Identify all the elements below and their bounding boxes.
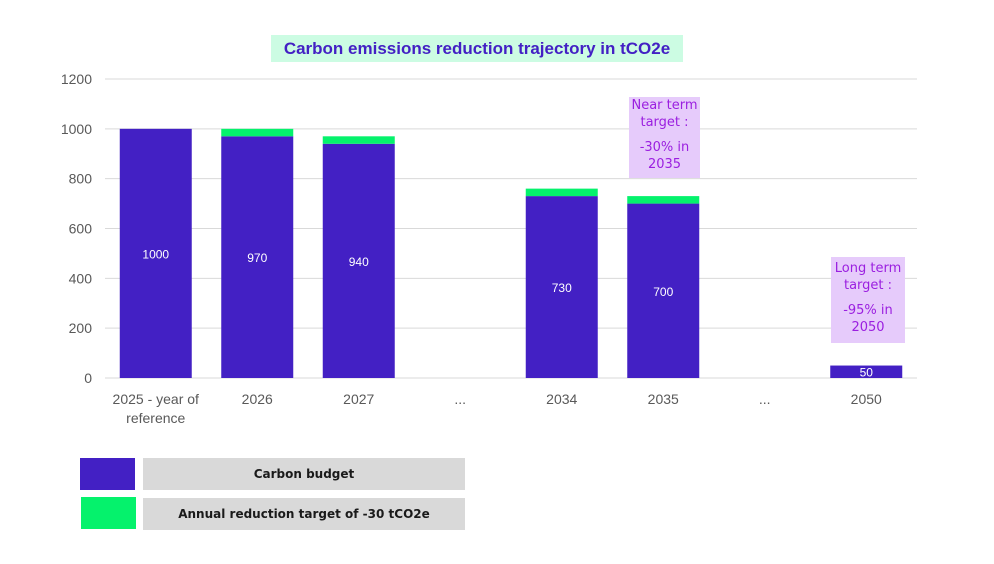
annotation-line: Near term xyxy=(631,98,698,113)
annotation-line: target : xyxy=(640,115,689,130)
legend-swatch-annual-reduction xyxy=(81,497,136,529)
x-tick-label: ... xyxy=(759,391,771,407)
y-tick-label: 600 xyxy=(69,221,93,237)
bar-data-label: 700 xyxy=(653,285,673,299)
bar-data-label: 1000 xyxy=(142,247,169,261)
annotation-line: -95% in xyxy=(843,303,893,318)
bar-carbon-budget xyxy=(830,365,903,378)
y-tick-label: 200 xyxy=(69,320,93,336)
y-tick-label: 1000 xyxy=(61,121,92,137)
annotation-line: -30% in xyxy=(639,140,690,155)
bar-data-label: 970 xyxy=(247,251,267,265)
y-tick-label: 800 xyxy=(69,171,93,187)
x-tick-label: 2034 xyxy=(546,391,577,407)
bar-carbon-budget xyxy=(525,196,598,378)
annotation-line: 2035 xyxy=(647,157,682,172)
bar-annual-reduction xyxy=(525,188,598,197)
y-tick-label: 400 xyxy=(69,270,93,286)
chart-title: Carbon emissions reduction trajectory in… xyxy=(271,35,683,62)
bar-annual-reduction xyxy=(221,128,294,137)
y-tick-label: 1200 xyxy=(61,71,92,87)
bars: 1000 970 940 730 700 50 xyxy=(119,128,903,380)
x-tick-label: 2027 xyxy=(343,391,374,407)
near-term-target-annotation: Near term target : -30% in 2035 xyxy=(629,97,700,178)
bar-annual-reduction xyxy=(627,196,700,204)
bar-data-label: 940 xyxy=(349,255,369,269)
bar-carbon-budget xyxy=(221,136,294,378)
bar-data-label: 50 xyxy=(860,366,874,380)
annotation-line: 2050 xyxy=(851,320,885,335)
x-tick-label: ... xyxy=(454,391,466,407)
x-tick-label: 2025 - year of xyxy=(113,391,199,407)
x-tick-label: reference xyxy=(126,410,185,426)
x-tick-label: 2026 xyxy=(242,391,273,407)
x-tick-label: 2035 xyxy=(648,391,679,407)
legend-swatch-carbon-budget xyxy=(80,458,135,490)
y-tick-label: 0 xyxy=(84,370,92,386)
bar-data-label: 730 xyxy=(552,281,572,295)
x-tick-label: 2050 xyxy=(851,391,882,407)
bar-carbon-budget xyxy=(119,128,192,378)
annotation-line: target : xyxy=(843,278,893,293)
y-axis-ticks: 0 200 400 600 800 1000 1200 xyxy=(61,71,92,386)
bar-carbon-budget xyxy=(627,203,700,378)
bar-carbon-budget xyxy=(322,143,395,378)
long-term-target-annotation: Long term target : -95% in 2050 xyxy=(831,257,905,343)
x-axis-ticks: 2025 - year of reference 2026 2027... 2034 20… xyxy=(113,391,882,426)
legend-label-carbon-budget: Carbon budget xyxy=(143,458,465,490)
annotation-line: Long term xyxy=(834,261,902,276)
bar-annual-reduction xyxy=(322,136,395,144)
legend-label-annual-reduction: Annual reduction target of -30 tCO2e xyxy=(143,498,465,530)
